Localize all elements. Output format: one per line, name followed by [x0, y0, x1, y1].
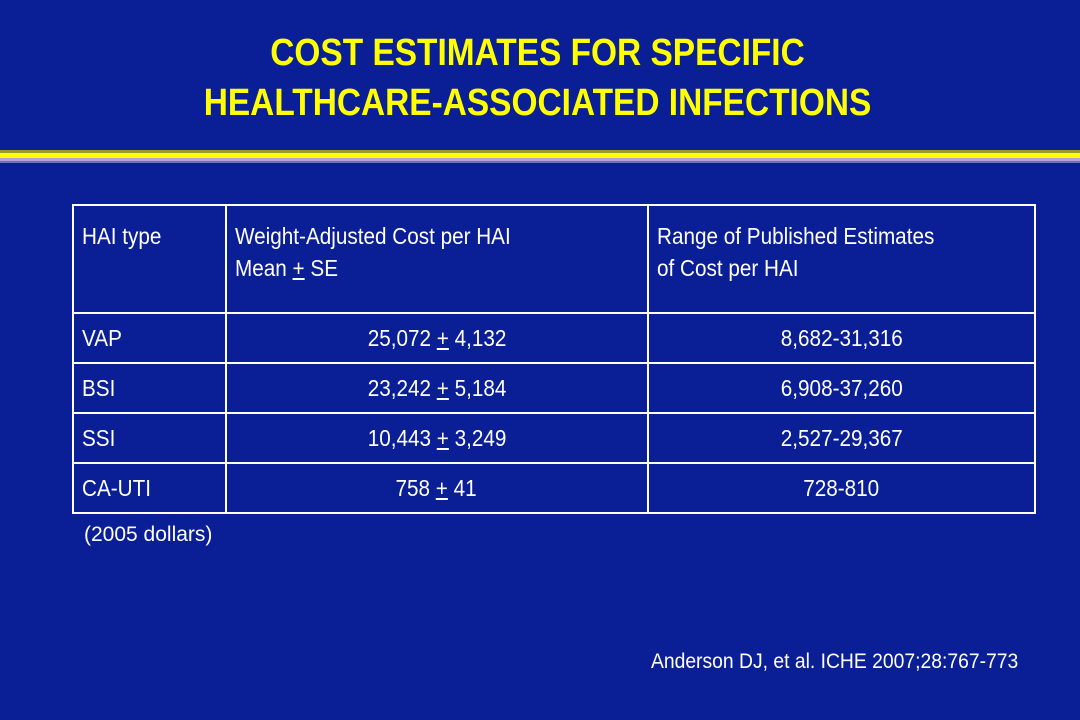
- header-weight-adjusted-cost: Weight-Adjusted Cost per HAI Mean + SE: [224, 204, 649, 314]
- hai-type-cell: VAP: [72, 312, 227, 364]
- mean-se-cell: 758 + 41: [224, 462, 649, 514]
- hai-cost-table: HAI type Weight-Adjusted Cost per HAI Me…: [72, 204, 1037, 514]
- slide-title-line-1: COST ESTIMATES FOR SPECIFIC: [270, 32, 805, 74]
- title-rule-yellow: [0, 153, 1080, 158]
- published-range-cell: 728-810: [646, 462, 1037, 514]
- table-row: VAP 25,072 + 4,132 8,682-31,316: [72, 312, 1037, 364]
- hai-type-cell: BSI: [72, 362, 227, 414]
- header-range-line-1: Range of Published Estimates: [656, 223, 934, 249]
- hai-type-cell: SSI: [72, 412, 227, 464]
- hai-type-cell: CA-UTI: [72, 462, 227, 514]
- currency-note: (2005 dollars): [84, 523, 213, 546]
- header-range-line-2: of Cost per HAI: [656, 255, 799, 281]
- header-cost-line-2: Mean + SE: [234, 255, 338, 281]
- mean-se-cell: 23,242 + 5,184: [224, 362, 649, 414]
- table-row: BSI 23,242 + 5,184 6,908-37,260: [72, 362, 1037, 414]
- citation: Anderson DJ, et al. ICHE 2007;28:767-773: [650, 650, 1018, 673]
- header-cost-line-1: Weight-Adjusted Cost per HAI: [234, 223, 511, 249]
- header-hai-type: HAI type: [72, 204, 227, 314]
- title-rule-lavender: [0, 158, 1080, 161]
- published-range-cell: 6,908-37,260: [646, 362, 1037, 414]
- table-row: CA-UTI 758 + 41 728-810: [72, 462, 1037, 514]
- mean-se-cell: 10,443 + 3,249: [224, 412, 649, 464]
- title-rule-blue: [0, 161, 1080, 163]
- mean-se-cell: 25,072 + 4,132: [224, 312, 649, 364]
- published-range-cell: 8,682-31,316: [646, 312, 1037, 364]
- header-published-range: Range of Published Estimates of Cost per…: [646, 204, 1037, 314]
- title-rule-dark: [0, 150, 1080, 153]
- table-row: SSI 10,443 + 3,249 2,527-29,367: [72, 412, 1037, 464]
- published-range-cell: 2,527-29,367: [646, 412, 1037, 464]
- slide-title-line-2: HEALTHCARE-ASSOCIATED INFECTIONS: [203, 82, 872, 124]
- table-header-row: HAI type Weight-Adjusted Cost per HAI Me…: [72, 204, 1037, 314]
- slide-title: COST ESTIMATES FOR SPECIFIC HEALTHCARE-A…: [65, 28, 1011, 128]
